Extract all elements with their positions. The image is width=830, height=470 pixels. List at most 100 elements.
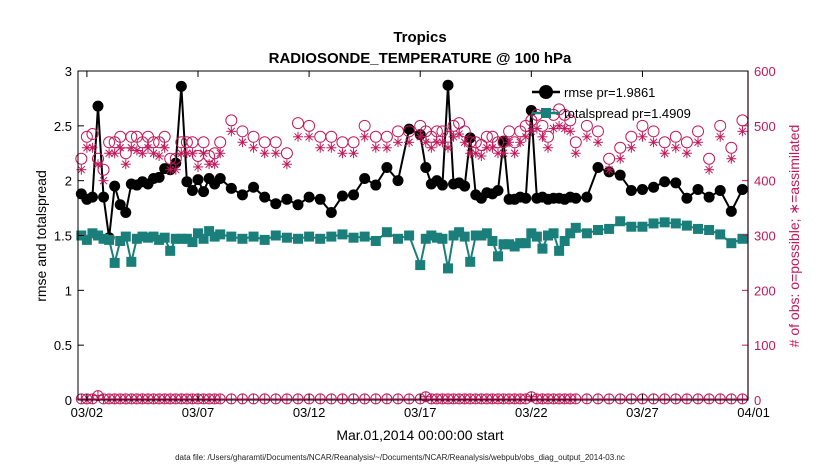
rmse-point	[170, 157, 182, 169]
rejected-obs-point	[348, 393, 360, 405]
possible-obs-point	[236, 125, 249, 138]
x-tick-label: 03/02	[71, 405, 104, 420]
possible-obs-point	[503, 125, 516, 138]
totalspread-point	[526, 228, 537, 239]
rejected-obs-point	[270, 393, 282, 405]
rejected-obs-point	[248, 393, 260, 405]
legend-rmse-label: rmse pr=1.9861	[564, 85, 655, 100]
star-stroke	[160, 143, 169, 152]
rmse-point	[153, 171, 165, 183]
totalspread-point	[370, 235, 381, 246]
totalspread-point	[737, 233, 748, 244]
assimilated-obs-point	[626, 142, 637, 153]
assimilated-obs-point	[465, 148, 476, 159]
totalspread-point	[198, 233, 209, 244]
star-stroke	[483, 143, 491, 152]
possible-obs-point	[358, 119, 371, 132]
star-stroke	[216, 149, 225, 158]
x-tick-label: 03/27	[626, 405, 659, 420]
rmse-point	[198, 186, 210, 198]
assimilated-obs-point	[543, 142, 553, 153]
totalspread-point	[193, 228, 203, 239]
y-right-tick-label: 200	[754, 283, 776, 298]
star-stroke	[544, 143, 552, 152]
rmse-point	[442, 79, 454, 91]
rejected-obs-point	[214, 393, 226, 405]
assimilated-obs-point	[693, 137, 703, 148]
star-stroke	[444, 143, 452, 152]
rmse-point	[181, 176, 193, 188]
totalspread-point	[126, 256, 137, 267]
totalspread-point	[459, 231, 470, 242]
y-right-tick-label: 600	[754, 64, 776, 79]
rmse-point	[120, 206, 132, 218]
rmse-point	[281, 193, 293, 205]
star-stroke	[705, 165, 713, 174]
totalspread-point	[543, 230, 553, 241]
rmse-point	[192, 174, 204, 186]
x-tick-label: 03/22	[515, 405, 548, 420]
star-stroke	[605, 165, 613, 174]
series-rmse	[75, 79, 748, 244]
totalspread-point	[293, 233, 303, 244]
rmse-point	[625, 185, 637, 197]
y-left-tick-label: 1.5	[54, 229, 72, 244]
possible-obs-point	[636, 119, 649, 132]
totalspread-point	[426, 230, 437, 241]
star-stroke	[555, 121, 563, 130]
totalspread-point	[215, 229, 226, 240]
totalspread-point	[465, 256, 476, 267]
rmse-point	[314, 193, 326, 205]
possible-obs-point	[469, 136, 482, 149]
rmse-point	[581, 191, 593, 203]
legend-spread-marker	[541, 108, 551, 118]
assimilated-obs-point	[381, 142, 392, 153]
rmse-point	[714, 185, 726, 197]
totalspread-point	[98, 233, 109, 244]
rejected-obs-point	[725, 393, 737, 405]
totalspread-point	[270, 230, 281, 241]
rmse-point	[436, 179, 448, 191]
assimilated-obs-point	[565, 126, 576, 137]
assimilated-obs-point	[604, 164, 615, 175]
totalspread-point	[454, 227, 465, 238]
chart-title: Tropics	[393, 29, 446, 46]
totalspread-point	[437, 233, 448, 244]
possible-obs-point	[214, 136, 227, 149]
star-stroke	[499, 149, 508, 158]
chart-subtitle: RADIOSONDE_TEMPERATURE @ 100 hPa	[269, 50, 572, 67]
star-stroke	[466, 149, 475, 158]
totalspread-point	[487, 235, 498, 246]
legend: rmse pr=1.9861 totalspread pr=1.4909	[532, 85, 691, 121]
assimilated-obs-point	[176, 148, 187, 159]
rmse-point	[636, 183, 648, 195]
star-stroke	[416, 132, 425, 141]
possible-obs-point	[447, 119, 460, 132]
star-stroke	[127, 143, 136, 152]
possible-obs-point	[614, 141, 627, 154]
star-stroke	[471, 149, 480, 158]
totalspread-point	[448, 230, 459, 241]
y-left-tick-label: 2	[65, 174, 72, 189]
rejected-obs-point	[336, 393, 348, 405]
y-left-tick-label: 0	[65, 393, 72, 408]
rmse-point	[292, 199, 304, 211]
rmse-point	[225, 182, 237, 194]
y-left-tick-label: 2.5	[54, 119, 72, 134]
series-totalspread	[76, 216, 748, 274]
rmse-point	[248, 181, 260, 193]
totalspread-point	[348, 232, 359, 243]
assimilated-obs-point	[304, 131, 315, 142]
assimilated-obs-point	[326, 142, 337, 153]
totalspread-point	[154, 234, 165, 245]
axes: 03/02 03/07 03/12 03/17 03/22 03/27 04/0100.51…	[54, 64, 776, 420]
y-left-tick-label: 3	[65, 64, 72, 79]
totalspread-point	[176, 233, 187, 244]
star-stroke	[727, 154, 736, 163]
assimilated-obs-point	[504, 137, 515, 148]
totalspread-point	[281, 232, 292, 243]
assimilated-obs-point	[237, 137, 248, 148]
assimilated-obs-point	[270, 148, 281, 159]
possible-obs-point	[347, 136, 360, 149]
star-stroke	[594, 138, 602, 147]
